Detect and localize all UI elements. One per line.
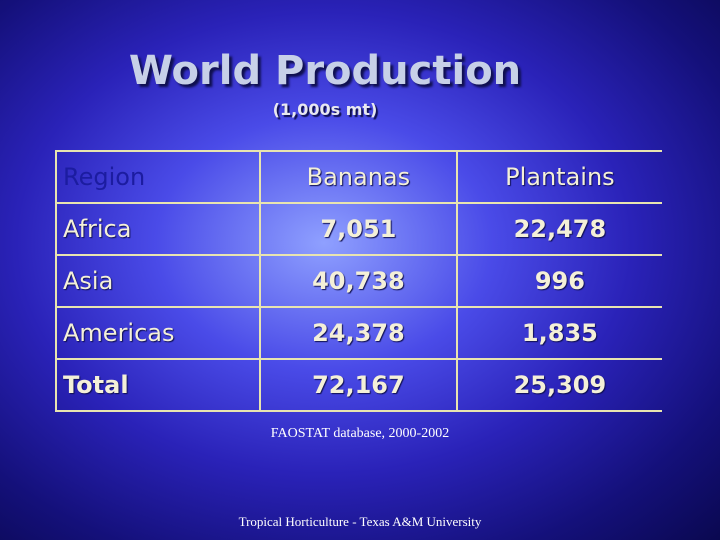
footer: Tropical Horticulture - Texas A&M Univer…	[238, 514, 482, 529]
table-row: Africa 7,051 22,478	[55, 202, 662, 256]
column-header: Region	[55, 150, 260, 204]
table-row: Asia 40,738 996	[55, 254, 662, 308]
cell: 7,051	[259, 202, 457, 256]
column-header: Plantains	[455, 150, 662, 204]
table-row: Total 72,167 25,309	[55, 358, 662, 412]
table-row: Americas 24,378 1,835	[55, 306, 662, 360]
column-header: Bananas	[259, 150, 457, 204]
subtitle: (1,000s mt)	[272, 100, 378, 119]
production-table: Region Bananas Plantains Africa 7,051 22,478 A…	[55, 150, 662, 412]
title: World Production	[128, 48, 522, 94]
row-label: Asia	[55, 254, 260, 308]
row-label: Americas	[55, 306, 260, 360]
row-label: Total	[55, 358, 260, 412]
cell: 996	[455, 254, 662, 308]
row-label: Africa	[55, 202, 260, 256]
cell: 22,478	[455, 202, 662, 256]
source-note: FAOSTAT database, 2000-2002	[270, 426, 450, 441]
cell: 25,309	[455, 358, 662, 412]
cell: 40,738	[259, 254, 457, 308]
cell: 72,167	[259, 358, 457, 412]
cell: 1,835	[455, 306, 662, 360]
header-row: Region Bananas Plantains	[55, 150, 662, 204]
cell: 24,378	[259, 306, 457, 360]
